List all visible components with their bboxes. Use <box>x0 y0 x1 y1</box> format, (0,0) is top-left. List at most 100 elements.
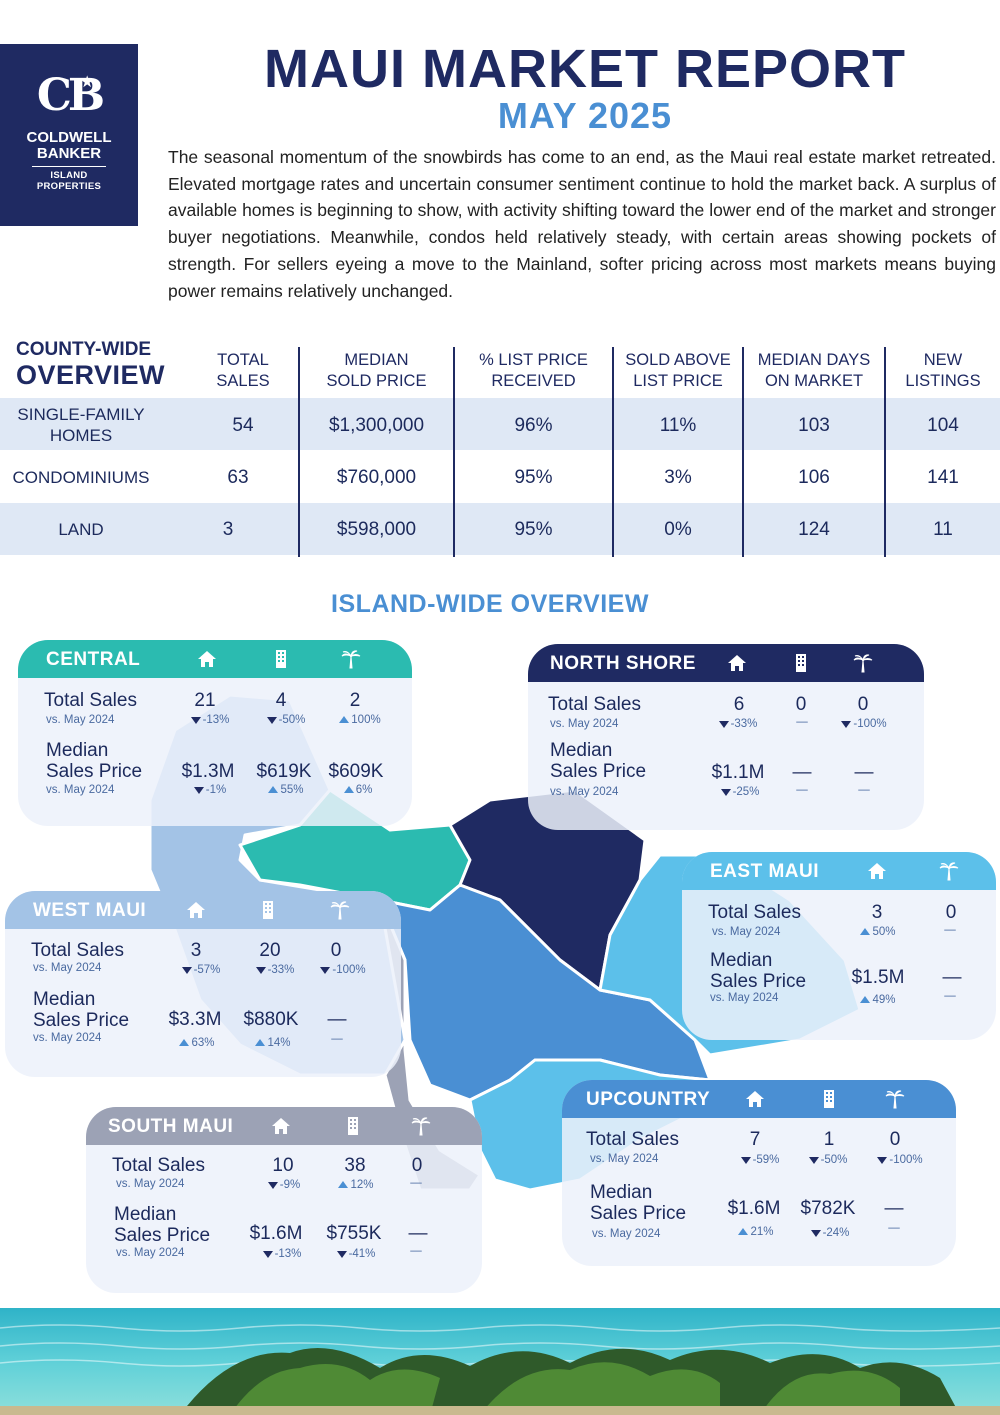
sales-value-land: 0 <box>411 1155 423 1176</box>
condo-building-icon <box>348 1117 358 1135</box>
beach-palm-photo <box>0 1308 1000 1415</box>
price-value-land: — <box>408 1223 428 1244</box>
county-heading-line1: COUNTY-WIDE <box>16 339 152 360</box>
price-value-condos: $619K <box>256 761 312 782</box>
sales-value-homes: 7 <box>749 1129 761 1150</box>
price-change-condos: 14% <box>233 1037 313 1049</box>
table-cell: $760,000 <box>336 467 417 488</box>
table-cell: 63 <box>227 467 249 488</box>
region-name: WEST MAUI <box>33 900 147 921</box>
vs-label: vs. May 2024 <box>592 1228 661 1240</box>
price-change-condos: -41% <box>316 1248 396 1260</box>
row-background <box>0 398 1000 450</box>
median-price-label: Median Sales Price <box>550 740 647 782</box>
price-value-land: — <box>942 967 962 988</box>
sales-value-land: 0 <box>945 902 957 923</box>
logo-brand-line4: PROPERTIES <box>36 181 102 192</box>
sales-change-condos: — <box>796 716 808 728</box>
price-value-land: — <box>854 762 874 783</box>
logo-divider <box>32 166 106 167</box>
vs-label: vs. May 2024 <box>116 1178 185 1190</box>
table-cell: 11 <box>933 519 953 540</box>
price-change-homes: 21% <box>716 1226 796 1238</box>
table-cell: 3% <box>664 467 692 488</box>
sales-value-condos: 4 <box>275 690 287 711</box>
table-cell: 106 <box>798 467 830 488</box>
house-icon <box>746 1091 764 1107</box>
row-background <box>0 503 1000 555</box>
column-divider <box>298 347 300 557</box>
sales-change-condos: -50% <box>246 714 326 726</box>
palm-tree-icon <box>330 901 350 920</box>
price-value-homes: $1.6M <box>727 1198 781 1219</box>
table-cell: 11% <box>659 415 697 436</box>
sales-change-homes: -9% <box>244 1179 324 1191</box>
sales-change-homes: -13% <box>170 714 250 726</box>
total-sales-label: Total Sales <box>708 902 801 923</box>
column-divider <box>884 347 886 557</box>
vs-label: vs. May 2024 <box>33 962 102 974</box>
price-change-condos: 55% <box>246 784 326 796</box>
row-label-single-family: SINGLE-FAMILY HOMES <box>17 405 145 445</box>
vs-label: vs. May 2024 <box>46 714 115 726</box>
table-cell: 95% <box>514 467 553 488</box>
region-header-west-maui: WEST MAUI <box>5 891 401 929</box>
sales-change-homes: 50% <box>838 926 918 938</box>
table-cell: 141 <box>927 467 959 488</box>
column-header-sold-above-list: SOLD ABOVE LIST PRICE <box>625 351 731 390</box>
sales-change-condos: -33% <box>235 964 315 976</box>
sales-value-homes: 21 <box>194 690 216 711</box>
median-price-label: Median Sales Price <box>710 950 807 992</box>
price-change-land: — <box>410 1245 422 1257</box>
region-name: SOUTH MAUI <box>108 1116 234 1137</box>
condo-building-icon <box>824 1090 834 1108</box>
region-card-north-shore: NORTH SHORE Total Sales vs. May 2024 6 0… <box>528 644 924 830</box>
sales-change-homes: -59% <box>720 1154 800 1166</box>
region-name: EAST MAUI <box>710 861 819 882</box>
condo-building-icon <box>796 654 806 672</box>
house-icon <box>187 902 205 918</box>
table-cell: 3 <box>222 519 234 540</box>
vs-label: vs. May 2024 <box>712 926 781 938</box>
price-value-condos: $755K <box>326 1223 382 1244</box>
table-cell: 96% <box>514 415 553 436</box>
price-value-condos: $782K <box>800 1198 856 1219</box>
price-change-homes: 63% <box>157 1037 237 1049</box>
sales-change-condos: 12% <box>316 1179 396 1191</box>
median-price-label: Median Sales Price <box>114 1204 211 1246</box>
price-change-land: — <box>858 784 870 796</box>
column-header-median-days: MEDIAN DAYS ON MARKET <box>757 351 871 390</box>
vs-label: vs. May 2024 <box>590 1153 659 1165</box>
report-title: MAUI MARKET REPORT <box>264 39 906 99</box>
logo-brand-line2: BANKER <box>36 145 102 162</box>
price-value-condos: $880K <box>243 1009 299 1030</box>
price-value-homes: $1.1M <box>711 762 765 783</box>
median-price-label: Median Sales Price <box>46 740 143 782</box>
sales-change-land: -100% <box>860 1154 940 1166</box>
sales-value-condos: 0 <box>795 694 807 715</box>
house-icon <box>198 651 216 667</box>
table-cell: 54 <box>232 415 254 436</box>
region-name: UPCOUNTRY <box>586 1089 711 1110</box>
price-value-land: $609K <box>328 761 384 782</box>
table-cell: 124 <box>798 519 830 540</box>
house-icon <box>272 1118 290 1134</box>
region-header-east-maui: EAST MAUI <box>682 852 996 890</box>
sales-value-land: 0 <box>857 694 869 715</box>
palm-tree-icon <box>939 862 959 881</box>
table-cell: 0% <box>664 519 692 540</box>
sales-change-condos: -50% <box>788 1154 868 1166</box>
column-header-list-price-received: % LIST PRICE RECEIVED <box>479 351 588 390</box>
total-sales-label: Total Sales <box>44 690 137 711</box>
table-cell: 104 <box>927 415 959 436</box>
sales-value-condos: 20 <box>259 940 281 961</box>
sales-value-homes: 6 <box>733 694 745 715</box>
price-value-land: — <box>884 1198 904 1219</box>
total-sales-label: Total Sales <box>548 694 641 715</box>
price-value-homes: $1.5M <box>851 967 905 988</box>
table-cell: $598,000 <box>336 519 417 540</box>
sales-value-condos: 1 <box>823 1129 835 1150</box>
intro-paragraph: The seasonal momentum of the snowbirds h… <box>168 147 996 301</box>
column-header-median-sold-price: MEDIAN SOLD PRICE <box>326 351 427 390</box>
sales-change-land: — <box>944 924 956 936</box>
